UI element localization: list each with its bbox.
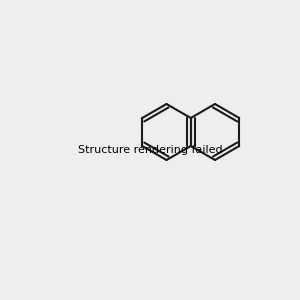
Text: Structure rendering failed: Structure rendering failed bbox=[78, 145, 222, 155]
